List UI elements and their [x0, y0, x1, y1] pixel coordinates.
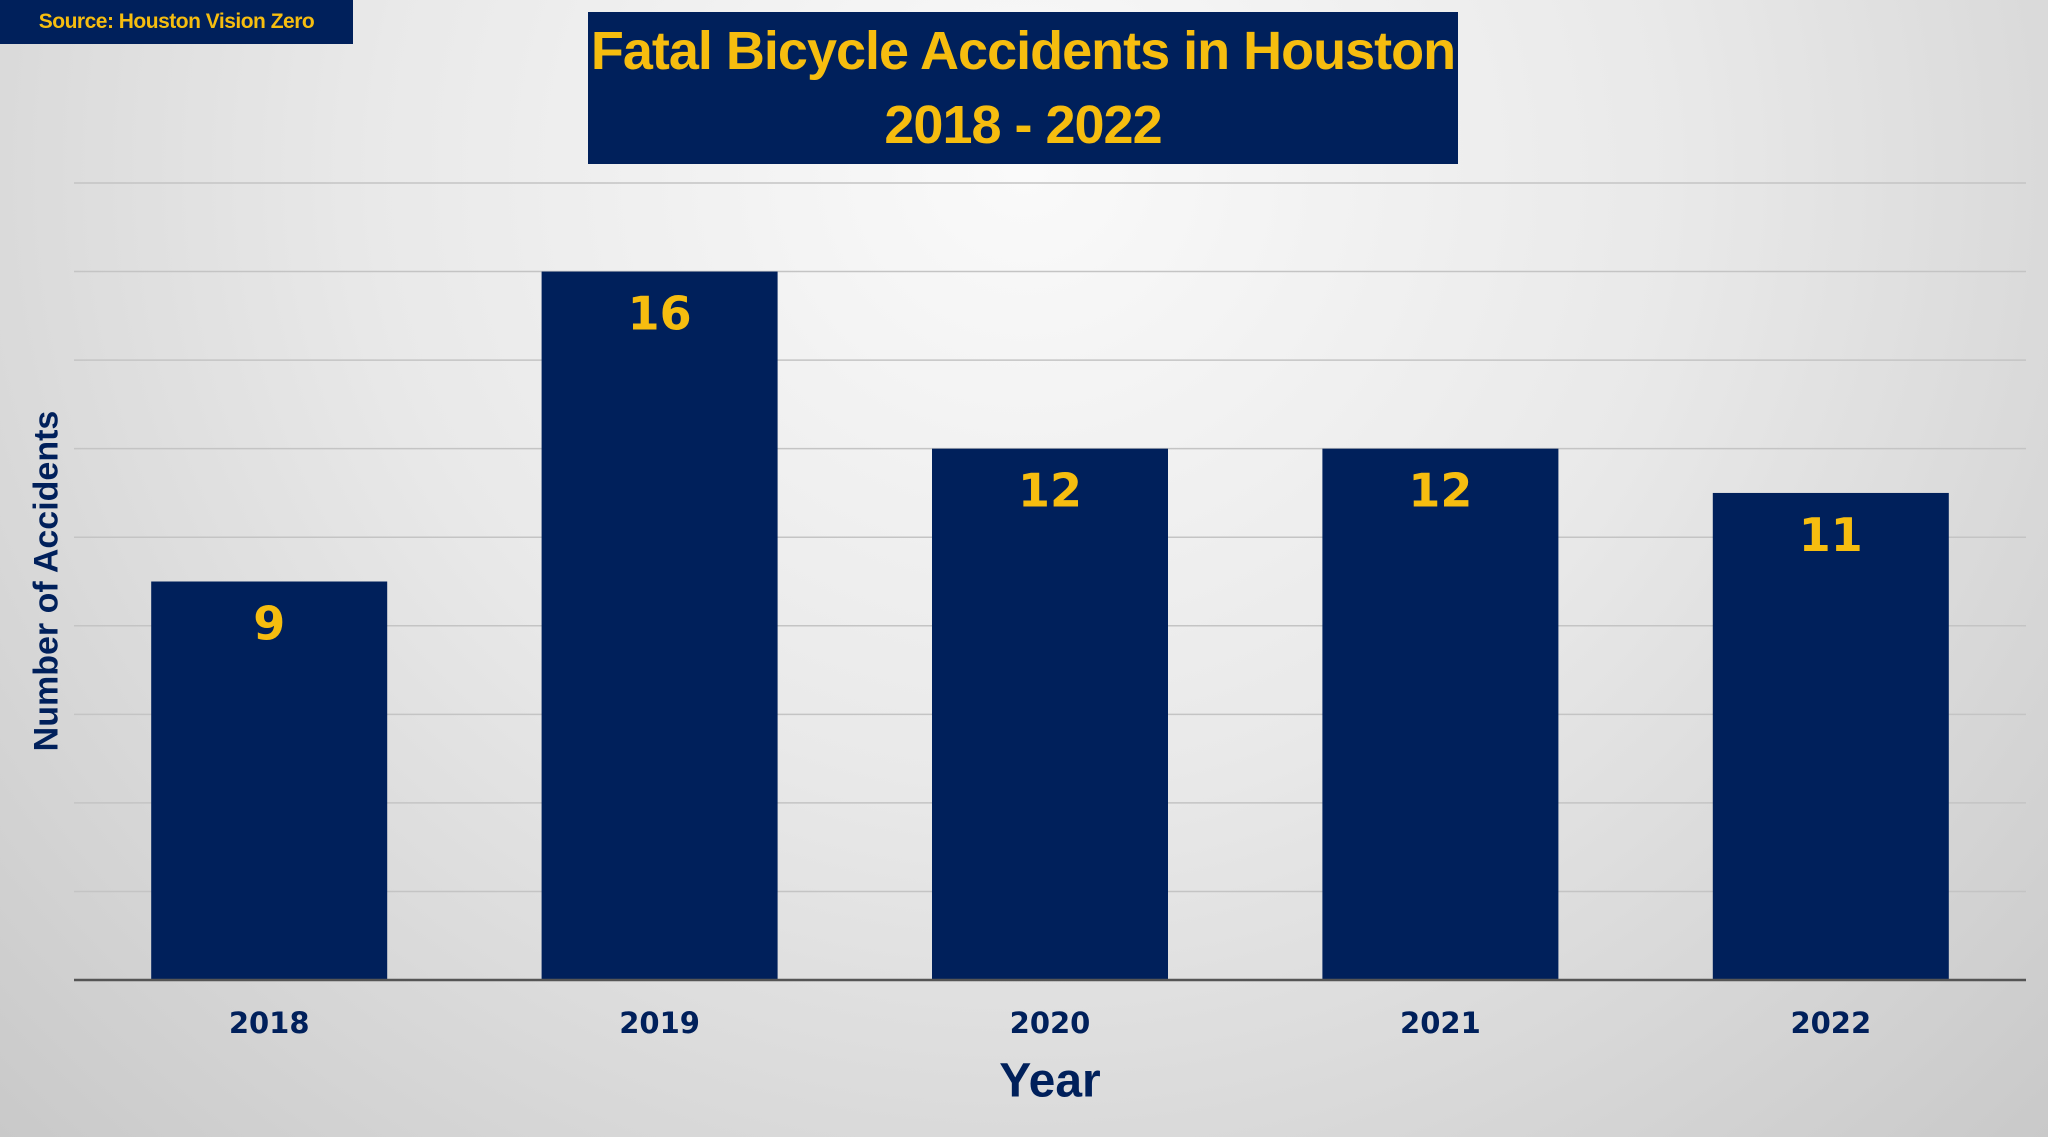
data-label-2018: 9 [253, 597, 285, 651]
chart-title: Fatal Bicycle Accidents in Houston [590, 21, 1456, 81]
bar-2020 [932, 448, 1168, 981]
bar-2018 [151, 581, 388, 980]
x-tick-label-2018: 2018 [229, 1006, 310, 1040]
x-tick-label-2020: 2020 [1010, 1006, 1091, 1040]
y-axis-label: Number of Accidents [27, 410, 66, 752]
chart-title-box: Fatal Bicycle Accidents in Houston 2018 … [588, 12, 1458, 164]
bar-2021 [1322, 448, 1559, 981]
source-label: Source: Houston Vision Zero [0, 0, 353, 44]
data-label-2022: 11 [1799, 508, 1863, 562]
x-axis-label: Year [999, 1054, 1101, 1108]
data-label-2020: 12 [1018, 464, 1082, 518]
data-label-2021: 12 [1408, 464, 1472, 518]
bar-2022 [1712, 492, 1949, 980]
bar-2019 [541, 271, 778, 980]
chart-subtitle: 2018 - 2022 [884, 95, 1162, 155]
data-label-2019: 16 [628, 287, 692, 341]
x-tick-label-2019: 2019 [619, 1006, 700, 1040]
x-tick-label-2021: 2021 [1400, 1006, 1481, 1040]
x-tick-label-2022: 2022 [1790, 1006, 1871, 1040]
